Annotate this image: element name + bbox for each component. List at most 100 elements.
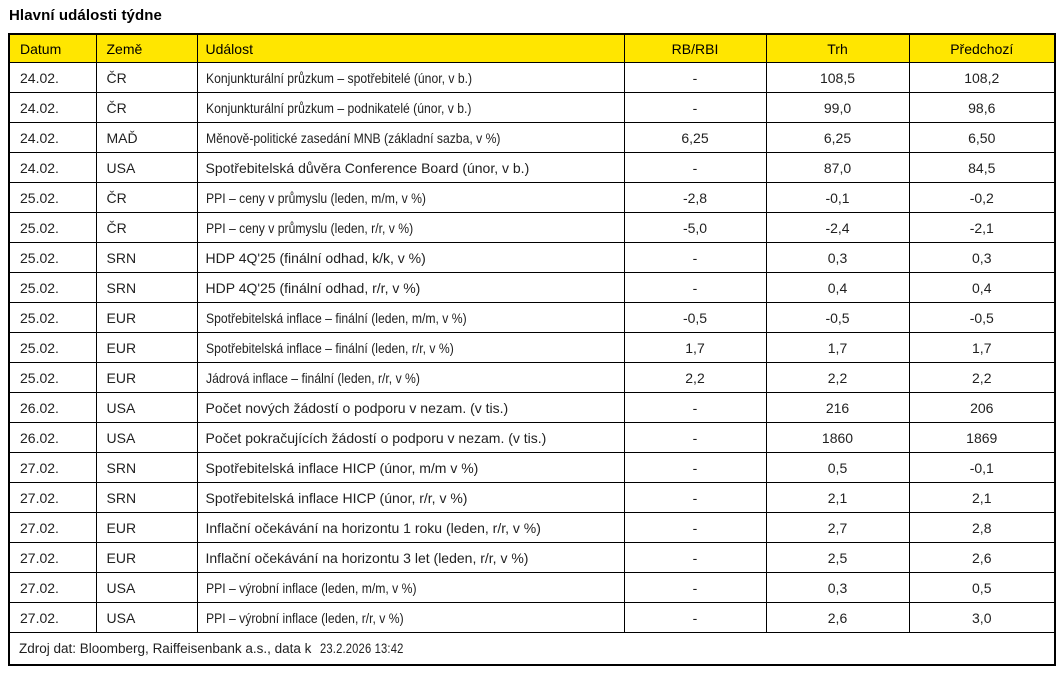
cell-trh: 1860: [765, 421, 910, 453]
event-text: Konjunkturální průzkum – spotřebitelé (ú…: [205, 69, 472, 86]
table-row: 26.02. USA Počet pokračujících žádostí o p…: [8, 421, 1056, 453]
cell-rb_rbi: -: [623, 511, 767, 543]
cell-rb_rbi: -: [623, 391, 767, 423]
cell-predchozi: -0,5: [908, 301, 1056, 333]
table-row: 25.02. EUR Spotřebitelská inflace – fináln…: [8, 301, 1056, 333]
table-row: 27.02. USA PPI – výrobní inflace (leden, m…: [8, 571, 1056, 603]
cell-zeme: USA: [95, 391, 198, 423]
cell-predchozi: 84,5: [908, 151, 1056, 183]
table-row: 27.02. EUR Inflační očekávání na horizontu…: [8, 511, 1056, 543]
cell-datum: 27.02.: [8, 541, 97, 573]
col-header-trh: Trh: [765, 33, 910, 63]
cell-predchozi: 0,3: [908, 241, 1056, 273]
table-row: 25.02. ČR PPI – ceny v průmyslu (leden, r/…: [8, 211, 1056, 243]
footer-row: Zdroj dat: Bloomberg, Raiffeisenbank a.s…: [8, 631, 1056, 666]
cell-udalost: PPI – výrobní inflace (leden, m/m, v %): [196, 571, 625, 603]
cell-predchozi: 1869: [908, 421, 1056, 453]
event-text: Jádrová inflace – finální (leden, r/r, v…: [205, 369, 420, 386]
cell-udalost: Měnově-politické zasedání MNB (základní …: [196, 121, 625, 153]
table-row: 25.02. SRN HDP 4Q'25 (finální odhad, r/r, …: [8, 271, 1056, 303]
cell-trh: 2,6: [765, 601, 910, 633]
cell-predchozi: -2,1: [908, 211, 1056, 243]
event-text: PPI – ceny v průmyslu (leden, r/r, v %): [205, 219, 413, 236]
table-row: 27.02. SRN Spotřebitelská inflace HICP (ún…: [8, 451, 1056, 483]
cell-udalost: Jádrová inflace – finální (leden, r/r, v…: [196, 361, 625, 393]
cell-trh: 87,0: [765, 151, 910, 183]
cell-trh: -0,5: [765, 301, 910, 333]
cell-datum: 24.02.: [8, 121, 97, 153]
cell-rb_rbi: -: [623, 601, 767, 633]
cell-rb_rbi: -: [623, 541, 767, 573]
cell-datum: 26.02.: [8, 391, 97, 423]
cell-datum: 25.02.: [8, 331, 97, 363]
cell-zeme: USA: [95, 571, 198, 603]
cell-udalost: Počet nových žádostí o podporu v nezam. …: [196, 391, 625, 423]
cell-udalost: Inflační očekávání na horizontu 1 roku (…: [196, 511, 625, 543]
cell-datum: 27.02.: [8, 481, 97, 513]
cell-udalost: PPI – ceny v průmyslu (leden, r/r, v %): [196, 211, 625, 243]
cell-datum: 27.02.: [8, 511, 97, 543]
cell-rb_rbi: -5,0: [623, 211, 767, 243]
cell-zeme: ČR: [95, 211, 198, 243]
header-row: Datum Země Událost RB/RBI Trh Předchozí: [8, 33, 1056, 63]
cell-zeme: ČR: [95, 181, 198, 213]
cell-trh: 0,4: [765, 271, 910, 303]
cell-predchozi: 2,6: [908, 541, 1056, 573]
table-row: 25.02. EUR Spotřebitelská inflace – fináln…: [8, 331, 1056, 363]
event-text: PPI – výrobní inflace (leden, r/r, v %): [205, 609, 404, 626]
cell-zeme: MAĎ: [95, 121, 198, 153]
data-timestamp: 23.2.2026 13:42: [320, 640, 404, 656]
event-text: HDP 4Q'25 (finální odhad, k/k, v %): [205, 249, 426, 266]
cell-predchozi: 206: [908, 391, 1056, 423]
event-text: PPI – ceny v průmyslu (leden, m/m, v %): [205, 189, 426, 206]
cell-rb_rbi: -: [623, 421, 767, 453]
cell-zeme: ČR: [95, 61, 198, 93]
cell-zeme: SRN: [95, 241, 198, 273]
cell-predchozi: -0,1: [908, 451, 1056, 483]
cell-udalost: Spotřebitelská inflace – finální (leden,…: [196, 301, 625, 333]
cell-zeme: SRN: [95, 481, 198, 513]
event-text: Spotřebitelská inflace – finální (leden,…: [205, 309, 467, 326]
cell-rb_rbi: 6,25: [623, 121, 767, 153]
cell-rb_rbi: -: [623, 271, 767, 303]
cell-rb_rbi: -0,5: [623, 301, 767, 333]
event-text: Konjunkturální průzkum – podnikatelé (ún…: [205, 99, 471, 116]
table-row: 24.02. USA Spotřebitelská důvěra Conferenc…: [8, 151, 1056, 183]
cell-udalost: PPI – výrobní inflace (leden, r/r, v %): [196, 601, 625, 633]
cell-predchozi: 108,2: [908, 61, 1056, 93]
source-label: Zdroj dat: Bloomberg, Raiffeisenbank a.s…: [19, 640, 312, 656]
cell-predchozi: 2,8: [908, 511, 1056, 543]
event-text: Počet pokračujících žádostí o podporu v …: [205, 429, 547, 446]
cell-trh: 2,7: [765, 511, 910, 543]
cell-trh: 2,1: [765, 481, 910, 513]
cell-trh: -0,1: [765, 181, 910, 213]
cell-rb_rbi: -: [623, 571, 767, 603]
cell-rb_rbi: -: [623, 451, 767, 483]
cell-rb_rbi: -: [623, 91, 767, 123]
table-row: 24.02. ČR Konjunkturální průzkum – spotřeb…: [8, 61, 1056, 93]
cell-datum: 25.02.: [8, 301, 97, 333]
col-header-rb-rbi: RB/RBI: [623, 33, 767, 63]
cell-predchozi: 0,4: [908, 271, 1056, 303]
event-text: Měnově-politické zasedání MNB (základní …: [205, 129, 500, 146]
cell-datum: 27.02.: [8, 571, 97, 603]
event-text: HDP 4Q'25 (finální odhad, r/r, v %): [205, 279, 421, 296]
cell-udalost: Spotřebitelská inflace – finální (leden,…: [196, 331, 625, 363]
event-text: Počet nových žádostí o podporu v nezam. …: [205, 399, 509, 416]
table-row: 25.02. ČR PPI – ceny v průmyslu (leden, m/…: [8, 181, 1056, 213]
table-row: 25.02. EUR Jádrová inflace – finální (lede…: [8, 361, 1056, 393]
cell-predchozi: 0,5: [908, 571, 1056, 603]
cell-zeme: USA: [95, 421, 198, 453]
cell-trh: 99,0: [765, 91, 910, 123]
cell-zeme: SRN: [95, 271, 198, 303]
cell-zeme: SRN: [95, 451, 198, 483]
cell-trh: -2,4: [765, 211, 910, 243]
table-body: 24.02. ČR Konjunkturální průzkum – spotřeb…: [8, 61, 1056, 633]
cell-rb_rbi: -: [623, 241, 767, 273]
cell-rb_rbi: -: [623, 151, 767, 183]
table-row: 27.02. USA PPI – výrobní inflace (leden, r…: [8, 601, 1056, 633]
cell-trh: 0,3: [765, 571, 910, 603]
event-text: Spotřebitelská inflace – finální (leden,…: [205, 339, 454, 356]
table-row: 27.02. SRN Spotřebitelská inflace HICP (ún…: [8, 481, 1056, 513]
cell-predchozi: 2,2: [908, 361, 1056, 393]
